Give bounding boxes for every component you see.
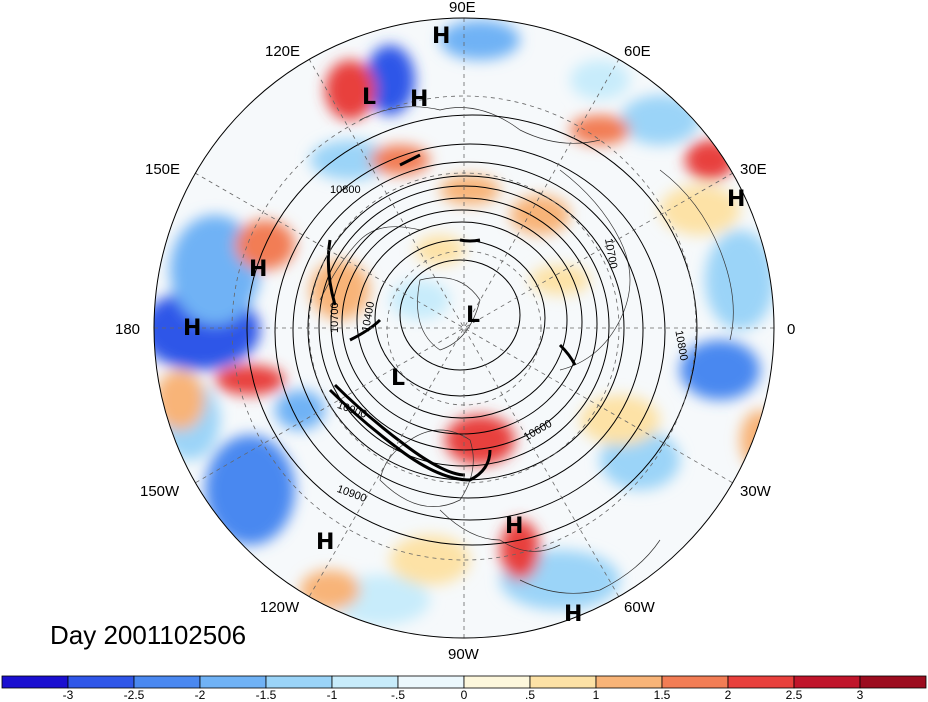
colorbar-tick-label: 2.5 xyxy=(786,688,803,702)
pressure-marker: L xyxy=(391,366,405,391)
colorbar-swatch xyxy=(793,675,861,689)
colorbar-tick-label: -2.5 xyxy=(124,688,145,702)
coastlines xyxy=(319,106,734,594)
colorbar-swatch xyxy=(859,675,927,689)
colorbar-tick-label: -2 xyxy=(195,688,206,702)
pressure-marker: H xyxy=(727,187,745,212)
colorbar-tick-label: -1 xyxy=(327,688,338,702)
pressure-marker: H xyxy=(505,514,523,539)
contour-label: 10700 xyxy=(329,302,341,333)
colorbar-tick-label: 1.5 xyxy=(654,688,671,702)
pressure-marker: L xyxy=(362,85,376,110)
lon-label-90w: 90W xyxy=(448,646,480,663)
anomaly-shading xyxy=(154,18,774,638)
lon-label-180: 180 xyxy=(115,321,140,338)
lon-label-60e: 60E xyxy=(624,43,651,60)
colorbar-swatch xyxy=(265,675,333,689)
lon-label-150w: 150W xyxy=(140,483,180,500)
colorbar-swatch xyxy=(727,675,795,689)
colorbar-swatch xyxy=(67,675,135,689)
map-boundary xyxy=(153,17,775,639)
pressure-marker: H xyxy=(432,24,450,49)
pressure-marker: H xyxy=(316,530,334,555)
colorbar-swatch xyxy=(661,675,729,689)
lon-label-30w: 30W xyxy=(740,483,772,500)
colorbar-tick-label: -.5 xyxy=(391,688,405,702)
colorbar: -3 -2.5 -2 -1.5 -1 -.5 0 .5 1 1.5 2 2.5 3 xyxy=(1,675,927,702)
pressure-marker: H xyxy=(410,87,428,112)
pressure-marker: H xyxy=(564,602,582,627)
colorbar-swatch xyxy=(331,675,399,689)
colorbar-tick-label: 3 xyxy=(857,688,864,702)
contour-label: 10800 xyxy=(672,329,689,361)
contour-label: 10700 xyxy=(602,237,619,269)
pressure-marker: H xyxy=(183,316,201,341)
colorbar-swatch xyxy=(133,675,201,689)
lon-label-60w: 60W xyxy=(624,599,656,616)
colorbar-swatch xyxy=(199,675,267,689)
colorbar-tick-label: -1.5 xyxy=(256,688,277,702)
graticule xyxy=(154,18,774,638)
colorbar-tick-label: .5 xyxy=(525,688,535,702)
contour-label: 10800 xyxy=(330,184,361,196)
colorbar-swatch xyxy=(529,675,597,689)
pressure-systems: H L H H H H L L H H H xyxy=(183,24,745,627)
colorbar-swatch xyxy=(1,675,69,689)
colorbar-swatch xyxy=(397,675,465,689)
contour-label: 10400 xyxy=(360,301,377,333)
date-label: Day 2001102506 xyxy=(50,620,247,650)
lon-label-150e: 150E xyxy=(145,161,180,178)
longitude-labels: 90E 60E 30E 0 30W 60W 90W 120W 150W 180 … xyxy=(115,0,795,663)
lon-label-0: 0 xyxy=(787,321,795,338)
lon-label-120e: 120E xyxy=(265,43,300,60)
colorbar-swatch xyxy=(463,675,531,689)
lon-label-120w: 120W xyxy=(260,599,300,616)
colorbar-tick-label: 2 xyxy=(725,688,732,702)
pressure-marker: H xyxy=(249,257,267,282)
colorbar-swatch xyxy=(595,675,663,689)
jet-contours xyxy=(326,153,577,482)
colorbar-tick-label: 0 xyxy=(461,688,468,702)
colorbar-tick-label: -3 xyxy=(63,688,74,702)
colorbar-tick-label: 1 xyxy=(593,688,600,702)
lon-label-90e: 90E xyxy=(449,0,476,16)
pressure-marker: L xyxy=(466,303,480,328)
lon-label-30e: 30E xyxy=(740,161,767,178)
